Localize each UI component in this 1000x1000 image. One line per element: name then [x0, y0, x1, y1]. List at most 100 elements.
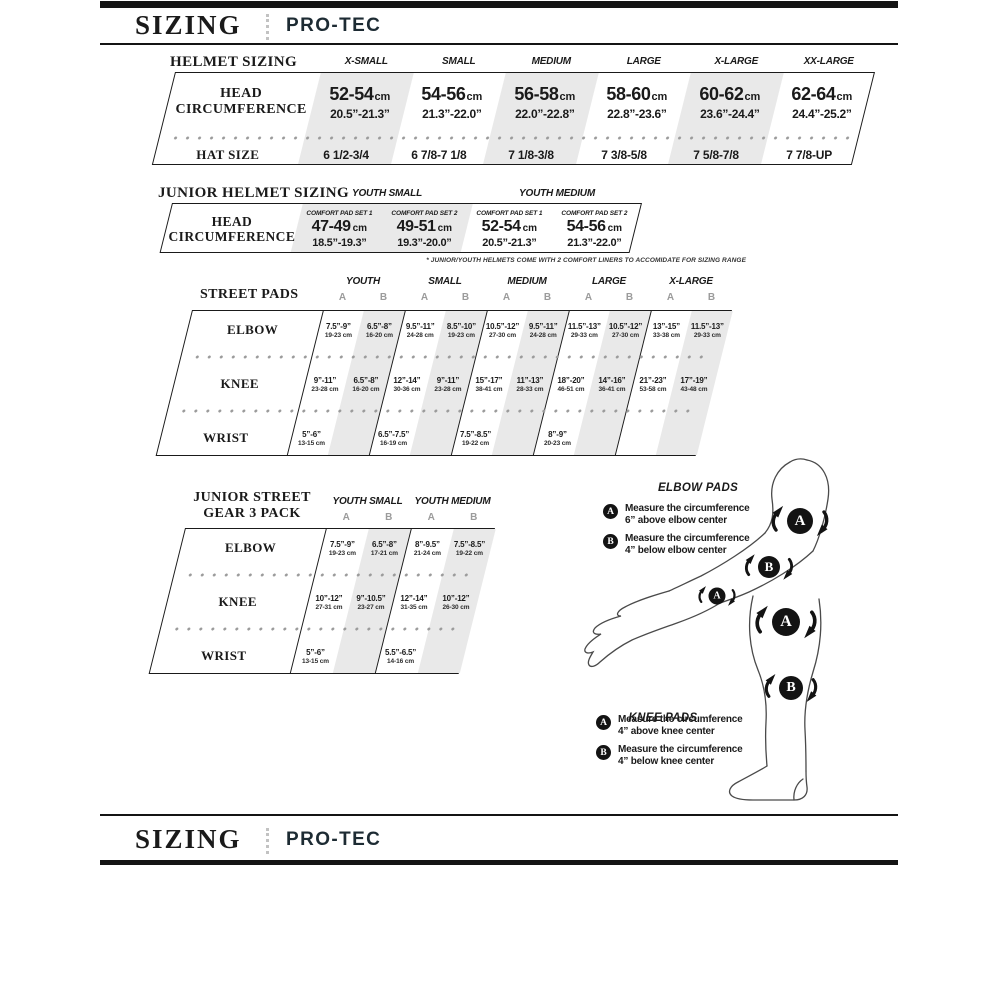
inches-value: 9”-11” [436, 375, 460, 385]
cm-value: 62-64 [791, 83, 836, 104]
guide-line: 4” below elbow center [625, 545, 727, 556]
cm-line: 47-49 cm [306, 218, 372, 236]
street-pads-sub-column-header: B [461, 292, 470, 303]
hat-size-cell: 7 7/8-UP [760, 144, 858, 166]
row-label-elbow: ELBOW [176, 529, 325, 567]
cm-value: 19-23 cm [447, 331, 476, 339]
cell-content: 5”-6” 13-15 cm [298, 430, 325, 447]
cm-value: 54-56 [421, 83, 466, 104]
helmet-size-column-header: LARGE [626, 56, 661, 67]
inches-value: 20.5”-21.3” [481, 236, 537, 249]
cell-content: 7.5”-9” 19-23 cm [329, 540, 356, 557]
cm-value: 24-28 cm [406, 331, 435, 339]
junior-helmet-sizing-table: HEAD CIRCUMFERENCE COMFORT PAD SET 1 47-49 c… [159, 203, 642, 253]
cell-content: 18”-20” 46-51 cm [558, 376, 585, 393]
hat-size-cell: 7 3/8-5/8 [575, 144, 673, 166]
cell-content: 54-56cm 21.3”-22.0” [422, 84, 483, 121]
cm-unit: cm [374, 90, 391, 103]
junior-helmet-sizing-title: JUNIOR HELMET SIZING [158, 185, 350, 201]
measure-rotation-arrows [764, 674, 818, 702]
cm-value: 17-21 cm [371, 549, 399, 557]
cm-value: 46-51 cm [557, 385, 585, 393]
cm-value: 16-20 cm [365, 331, 394, 339]
elbow-pads-guide-title: ELBOW PADS [657, 482, 739, 494]
junior-street-cell: 7.5”-8.5” 19-22 cm [444, 529, 496, 567]
cm-value: 33-38 cm [652, 331, 681, 339]
cell-content: 10.5”-12” 27-30 cm [486, 322, 519, 339]
cell-content: 7.5”-9” 19-23 cm [325, 322, 352, 339]
junior-street-group-header: YOUTH MEDIUM [414, 496, 491, 507]
row-label-text: ELBOW [225, 540, 277, 555]
cm-line: 60-62cm [699, 84, 760, 105]
header-protec-logo: PRO-TEC [286, 15, 382, 36]
cell-content: 13”-15” 33-38 cm [653, 322, 680, 339]
cm-unit: cm [522, 222, 537, 234]
hand-outline [584, 590, 721, 668]
cell-content: 60-62cm 23.6”-24.4” [699, 84, 760, 121]
inches-value: 6.5”-8” [367, 321, 392, 331]
inches-value: 22.0”-22.8” [515, 106, 575, 121]
cm-value: 19-23 cm [324, 331, 353, 339]
helmet-size-column-header: XX-LARGE [803, 56, 854, 67]
cm-unit: cm [437, 222, 452, 234]
hat-size-value: 7 1/8-3/8 [508, 148, 555, 162]
street-pads-group-header: SMALL [428, 276, 462, 287]
head-circumference-cell: 58-60cm 22.8”-23.6” [584, 73, 691, 131]
row-label-wrist: WRIST [149, 637, 298, 675]
cell-content: 9”-11” 23-28 cm [435, 376, 462, 393]
guide-line: 4” below knee center [618, 756, 715, 767]
guide-line: 4” above knee center [618, 726, 715, 737]
footer-brand-sizing: SIZING [135, 824, 242, 854]
cm-value: 13-15 cm [298, 439, 326, 447]
cell-content: 21”-23” 53-58 cm [640, 376, 667, 393]
hat-size-value: 7 3/8-5/8 [601, 148, 647, 162]
junior-street-cell: 10”-12” 26-30 cm [430, 583, 482, 621]
junior-street-group-header: YOUTH SMALL [332, 496, 403, 507]
inches-value: 17”-19” [680, 375, 708, 385]
cell-content: 62-64cm 24.4”-25.2” [792, 84, 853, 121]
helmet-size-column-header: MEDIUM [531, 56, 572, 67]
arm-upper-right-edge [806, 459, 830, 552]
cm-value: 19-22 cm [462, 439, 490, 447]
cm-value: 29-33 cm [570, 331, 599, 339]
measure-rotation-arrows [771, 505, 829, 537]
inches-value: 8”-9.5” [414, 539, 440, 549]
elbow-guide-item-a-text: Measure the circumference 6” above elbow… [625, 503, 750, 527]
cell-content: 6.5”-7.5” 16-19 cm [378, 430, 409, 447]
helmet-sizing-table: HEAD CIRCUMFERENCE HAT SIZE 52-54cm 20.5”-21… [151, 72, 875, 166]
inches-value: 12”-14” [393, 375, 421, 385]
cm-value: 27-30 cm [488, 331, 517, 339]
cm-value: 23-28 cm [434, 385, 462, 393]
cell-content: 6.5”-8” 17-21 cm [371, 540, 398, 557]
row-label-line: HEAD [219, 86, 263, 101]
cell-content: 58-60cm 22.8”-23.6” [607, 84, 668, 121]
street-pads-sub-column-header: A [584, 292, 593, 303]
cm-value: 27-30 cm [611, 331, 640, 339]
elbow-guide-item-b: B Measure the circumference 4” below elb… [603, 533, 750, 557]
street-pads-title: STREET PADS [200, 287, 299, 302]
inches-value: 18”-20” [557, 375, 585, 385]
cm-unit: cm [466, 90, 483, 103]
header-brand-sizing: SIZING [135, 10, 242, 40]
cell-content: 17”-19” 43-48 cm [681, 376, 708, 393]
dotted-separator [166, 621, 463, 637]
inches-value: 23.6”-24.4” [700, 106, 760, 121]
inches-value: 5”-6” [302, 429, 321, 439]
hat-size-value: 7 7/8-UP [786, 148, 832, 162]
comfort-pad-set-label: COMFORT PAD SET 1 [306, 209, 373, 217]
junior-street-sub-column-header: B [385, 512, 393, 523]
street-pads-table: ELBOW 7.5”-9” 19-23 cm 6.5”-8” 16-20 cm 9.5”-… [155, 310, 733, 456]
cell-content: COMFORT PAD SET 2 49-51 cm 19.3”-20.0” [391, 210, 457, 249]
cm-value: 30-36 cm [393, 385, 421, 393]
row-label-text: WRIST [203, 430, 249, 445]
row-label-line: CIRCUMFERENCE [168, 229, 295, 244]
row-label-knee: KNEE [170, 365, 309, 403]
junior-street-sub-column-header: A [427, 512, 435, 523]
footer-top-rule [100, 814, 898, 816]
dotted-separator [187, 349, 714, 365]
measure-rotation-arrows [744, 554, 794, 580]
heel-line [793, 778, 804, 801]
head-circumference-cell: 60-62cm 23.6”-24.4” [676, 73, 783, 131]
junior-street-sub-column-header: A [342, 512, 350, 523]
row-label-elbow: ELBOW [183, 311, 322, 349]
